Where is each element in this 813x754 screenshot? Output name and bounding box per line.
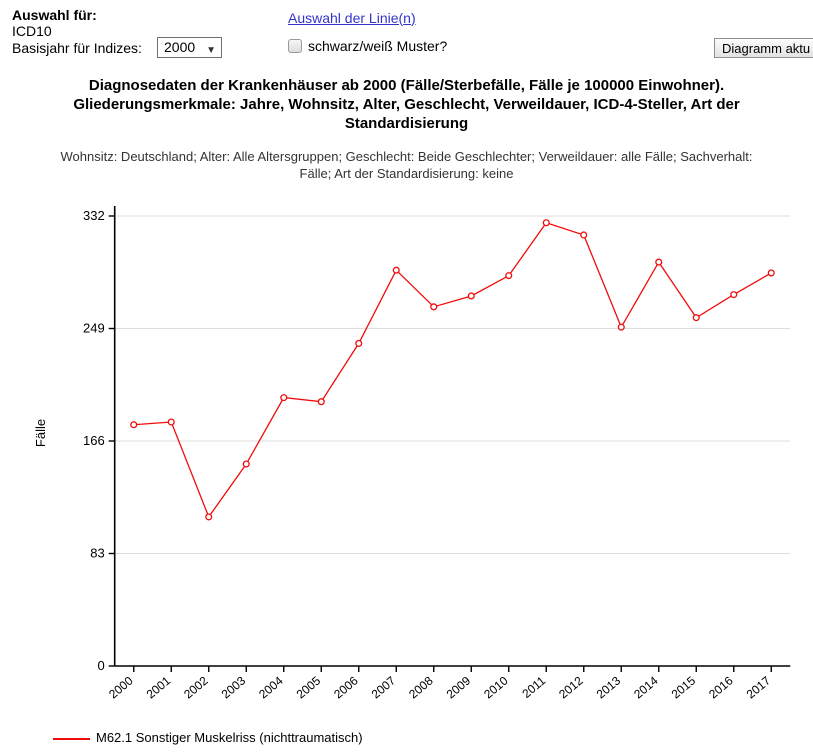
svg-text:2010: 2010 xyxy=(481,673,511,700)
svg-text:Fälle: Fälle xyxy=(33,419,48,447)
svg-text:166: 166 xyxy=(83,433,105,448)
svg-text:2003: 2003 xyxy=(219,673,249,700)
svg-text:2006: 2006 xyxy=(331,673,361,700)
svg-text:2007: 2007 xyxy=(369,673,399,700)
svg-text:2001: 2001 xyxy=(144,673,174,700)
svg-text:2012: 2012 xyxy=(556,673,586,700)
svg-text:2008: 2008 xyxy=(406,673,436,700)
svg-text:2017: 2017 xyxy=(744,673,774,700)
svg-text:0: 0 xyxy=(97,658,104,673)
svg-text:2009: 2009 xyxy=(444,673,474,700)
svg-text:2000: 2000 xyxy=(106,673,136,700)
svg-text:2015: 2015 xyxy=(669,673,699,700)
svg-text:249: 249 xyxy=(83,321,105,336)
svg-text:332: 332 xyxy=(83,208,105,223)
svg-text:2005: 2005 xyxy=(294,673,324,700)
svg-text:2013: 2013 xyxy=(594,673,624,700)
svg-text:2002: 2002 xyxy=(181,673,211,700)
svg-text:2004: 2004 xyxy=(256,673,286,700)
svg-text:2016: 2016 xyxy=(706,673,736,700)
svg-text:2014: 2014 xyxy=(631,673,661,700)
svg-text:83: 83 xyxy=(90,546,104,561)
svg-text:2011: 2011 xyxy=(519,673,548,700)
